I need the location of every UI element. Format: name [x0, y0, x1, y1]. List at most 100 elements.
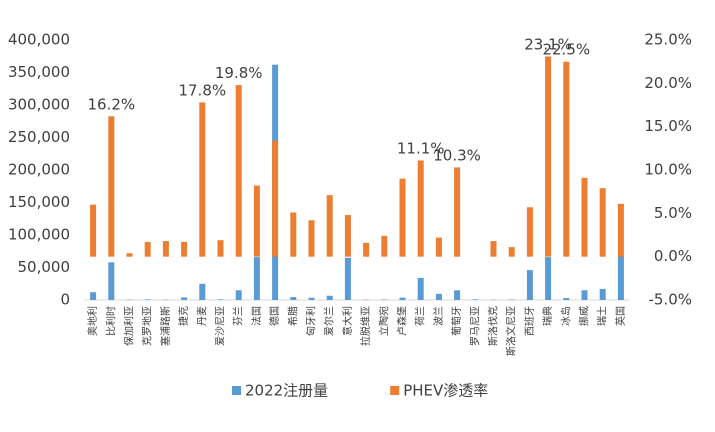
x-tick-label: 荷兰	[414, 306, 427, 326]
legend-label: 2022注册量	[245, 382, 328, 400]
bar	[90, 205, 96, 257]
bar	[236, 290, 242, 300]
x-tick-label: 罗马尼亚	[469, 306, 481, 346]
bar	[454, 290, 460, 300]
bar	[381, 236, 387, 257]
x-tick-label: 波兰	[432, 306, 445, 326]
bar	[582, 290, 588, 300]
bar	[381, 299, 387, 300]
data-label: 10.3%	[433, 146, 481, 164]
x-tick-label: 丹麦	[196, 306, 208, 326]
bar	[545, 257, 551, 300]
y2-tick-label: 0.0%	[654, 247, 692, 265]
bar	[472, 299, 478, 300]
x-tick-label: 希腊	[286, 306, 299, 326]
x-tick-label: 英国	[614, 306, 627, 326]
bar	[309, 298, 315, 300]
data-label: 17.8%	[178, 81, 226, 99]
bar	[436, 238, 442, 257]
bar	[363, 243, 369, 257]
bar	[108, 116, 114, 256]
bar	[108, 262, 114, 300]
y-tick-label: 150,000	[8, 193, 70, 211]
bar	[527, 207, 533, 256]
bar	[418, 278, 424, 300]
bar	[563, 298, 569, 300]
data-label: 19.8%	[215, 64, 263, 82]
bar	[618, 256, 624, 300]
x-tick-label: 瑞典	[541, 306, 554, 326]
x-tick-label: 斯洛文尼亚	[505, 306, 518, 356]
bar	[618, 204, 624, 257]
bar	[345, 215, 351, 257]
y-tick-label: 300,000	[8, 96, 70, 114]
bar	[418, 160, 424, 256]
y-tick-label: 100,000	[8, 226, 70, 244]
bar	[600, 188, 606, 256]
bar	[218, 240, 224, 256]
bar	[181, 242, 187, 257]
x-tick-label: 斯洛伐克	[487, 306, 500, 346]
bar	[509, 247, 515, 257]
x-tick-label: 奥地利	[86, 306, 99, 336]
bar	[290, 297, 296, 300]
y2-tick-label: 5.0%	[654, 204, 692, 222]
y2-tick-label: 25.0%	[644, 31, 692, 49]
bar	[400, 298, 406, 300]
legend-label: PHEV渗透率	[403, 382, 488, 400]
y-tick-label: 50,000	[18, 258, 71, 276]
x-tick-label: 比利时	[105, 306, 117, 336]
data-label: 16.2%	[87, 95, 135, 113]
bar	[491, 241, 497, 257]
x-tick-label: 塞浦路斯	[159, 306, 172, 346]
data-label: 22.5%	[542, 41, 590, 59]
x-tick-label: 葡萄牙	[450, 306, 463, 336]
x-tick-label: 爱沙尼亚	[214, 306, 227, 346]
legend-swatch	[232, 386, 241, 395]
bar	[600, 289, 606, 300]
bar	[527, 270, 533, 300]
bar	[327, 296, 333, 300]
y-tick-label: 250,000	[8, 128, 70, 146]
x-tick-label: 意大利	[341, 306, 354, 336]
y2-tick-label: 10.0%	[644, 161, 692, 179]
legend-swatch	[390, 386, 399, 395]
bar	[345, 258, 351, 300]
y-tick-label: 350,000	[8, 63, 70, 81]
bar	[454, 167, 460, 256]
x-tick-label: 匈牙利	[305, 306, 318, 336]
y2-tick-label: -5.0%	[648, 291, 692, 309]
bar	[309, 220, 315, 256]
x-tick-label: 拉脱维亚	[359, 306, 372, 346]
bar	[181, 297, 187, 300]
x-tick-label: 卢森堡	[396, 306, 409, 336]
x-tick-label: 法国	[250, 306, 263, 326]
bar	[163, 241, 169, 257]
y-tick-label: 0	[60, 291, 70, 309]
bar	[127, 253, 133, 256]
x-tick-label: 爱尔兰	[323, 306, 336, 336]
y-tick-label: 400,000	[8, 31, 70, 49]
x-tick-label: 芬兰	[232, 306, 245, 326]
bar	[545, 56, 551, 256]
bar	[90, 292, 96, 300]
bar	[199, 284, 205, 300]
x-tick-label: 保加利亚	[123, 306, 136, 346]
x-tick-label: 冰岛	[559, 306, 572, 326]
x-tick-label: 克罗地亚	[141, 306, 154, 346]
x-tick-label: 挪威	[578, 306, 591, 326]
bar	[563, 62, 569, 257]
bar	[272, 141, 278, 257]
y2-tick-label: 15.0%	[644, 117, 692, 135]
bar	[236, 85, 242, 257]
bar	[254, 257, 260, 300]
x-tick-label: 瑞士	[596, 306, 609, 326]
bar	[199, 102, 205, 256]
x-tick-label: 立陶宛	[377, 306, 390, 336]
y-tick-label: 200,000	[8, 161, 70, 179]
bar	[254, 186, 260, 257]
bar	[436, 294, 442, 300]
bar	[327, 195, 333, 257]
x-tick-label: 德国	[268, 306, 281, 326]
